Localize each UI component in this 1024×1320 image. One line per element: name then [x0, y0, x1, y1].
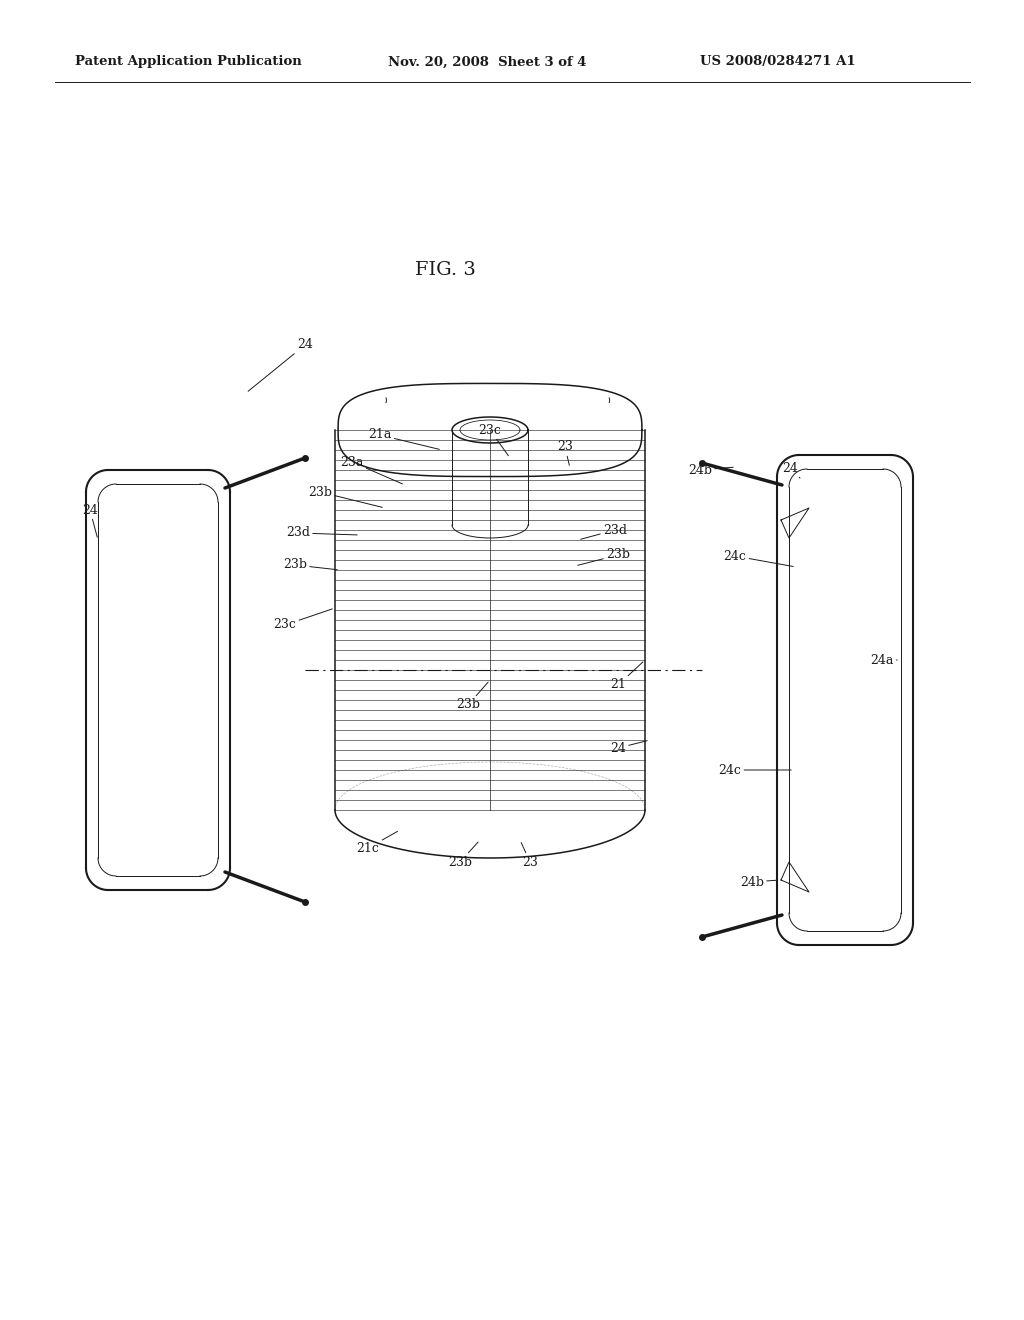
Text: 23: 23 [557, 441, 573, 465]
Text: 24: 24 [610, 741, 647, 755]
Text: 23d: 23d [581, 524, 627, 540]
Text: 23: 23 [521, 842, 538, 869]
Text: 24c: 24c [724, 549, 794, 566]
Text: Patent Application Publication: Patent Application Publication [75, 55, 302, 69]
Text: 23b: 23b [456, 682, 488, 711]
Text: 24: 24 [82, 503, 98, 537]
Text: 24b: 24b [688, 463, 733, 477]
Text: FIG. 3: FIG. 3 [415, 261, 475, 279]
Text: 23b: 23b [578, 549, 630, 565]
Text: 24a: 24a [870, 653, 897, 667]
Text: 21a: 21a [369, 429, 439, 449]
Text: 23a: 23a [340, 455, 402, 484]
Text: Nov. 20, 2008  Sheet 3 of 4: Nov. 20, 2008 Sheet 3 of 4 [388, 55, 587, 69]
Text: 23d: 23d [286, 527, 357, 540]
Text: 23b: 23b [308, 486, 382, 507]
Text: 24: 24 [248, 338, 313, 391]
Text: 23b: 23b [283, 558, 337, 572]
Text: 23c: 23c [478, 424, 508, 455]
Text: 24: 24 [782, 462, 800, 478]
Text: 23b: 23b [449, 842, 478, 869]
Text: 24b: 24b [740, 875, 777, 888]
Text: 24c: 24c [719, 763, 792, 776]
Text: 23c: 23c [273, 609, 333, 631]
Text: 21: 21 [610, 661, 643, 692]
Text: 21c: 21c [356, 832, 397, 854]
Text: US 2008/0284271 A1: US 2008/0284271 A1 [700, 55, 856, 69]
